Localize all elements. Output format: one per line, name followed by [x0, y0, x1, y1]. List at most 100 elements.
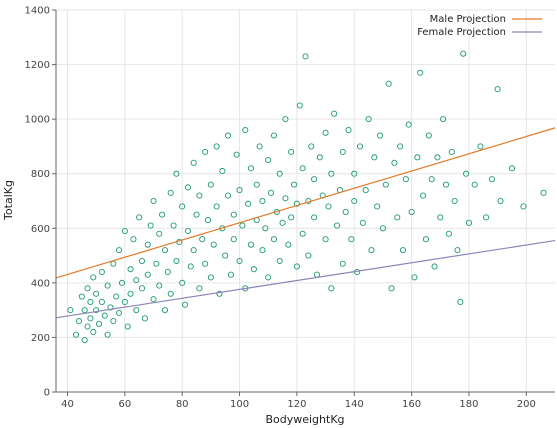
scatter-point [397, 143, 404, 150]
y-tick-label: 400 [31, 278, 50, 289]
scatter-point [293, 200, 300, 207]
legend-label-female: Female Projection [417, 27, 506, 38]
scatter-point [156, 282, 163, 289]
scatter-point [331, 110, 338, 117]
scatter-point [299, 165, 306, 172]
scatter-point [161, 247, 169, 254]
scatter-point [144, 241, 151, 248]
scatter-point [356, 143, 364, 150]
scatter-point [133, 307, 140, 314]
scatter-point [116, 247, 123, 254]
scatter-point [276, 257, 283, 265]
scatter-point [422, 236, 429, 243]
scatter-point [508, 165, 516, 172]
x-tick-label: 100 [230, 399, 249, 410]
scatter-point [213, 143, 220, 150]
scatter-point [196, 285, 203, 292]
scatter-point [196, 192, 203, 199]
y-tick-label: 200 [31, 333, 50, 344]
scatter-point [442, 181, 450, 188]
scatter-point [247, 241, 255, 248]
scatter-point [138, 257, 146, 265]
scatter-point [202, 260, 209, 267]
scatter-point [351, 197, 358, 205]
scatter-point [282, 116, 289, 123]
scatter-point [130, 236, 137, 243]
scatter-point [259, 197, 266, 205]
scatter-point [167, 290, 174, 297]
scatter-point [107, 304, 114, 311]
scatter-point [144, 271, 151, 278]
scatter-point [207, 181, 214, 188]
scatter-point [190, 247, 197, 254]
scatter-point [93, 307, 100, 314]
scatter-point [136, 214, 143, 221]
scatter-point [463, 170, 470, 177]
scatter-point [225, 132, 232, 139]
y-axis-title: TotalKg [2, 180, 15, 221]
scatter-point [230, 236, 237, 243]
scatter-point [262, 225, 269, 232]
scatter-point [110, 260, 117, 267]
scatter-point [379, 225, 386, 232]
scatter-point [308, 143, 315, 150]
scatter-point [153, 260, 160, 267]
scatter-point [167, 189, 174, 196]
scatter-point [322, 236, 329, 243]
legend: Male Projection Female Projection [417, 14, 542, 38]
scatter-point [124, 323, 131, 330]
scatter-point [104, 331, 111, 338]
scatter-point [184, 184, 191, 191]
scatter-point [431, 263, 438, 270]
scatter-point [465, 219, 473, 226]
scatter-point [488, 176, 495, 183]
scatter-point [497, 197, 504, 205]
scatter-point [164, 268, 171, 275]
projection-line-female [55, 239, 556, 319]
scatter-point [184, 227, 191, 235]
scatter-point [405, 121, 412, 128]
legend-label-male: Male Projection [430, 14, 506, 25]
scatter-point [173, 257, 180, 265]
scatter-point [173, 170, 180, 177]
scatter-point [402, 176, 409, 183]
scatter-point [81, 337, 88, 344]
scatter-point [101, 312, 108, 319]
scatter-point [365, 116, 372, 123]
scatter-point [265, 157, 272, 164]
y-tick-label: 800 [31, 169, 50, 180]
scatter-point [138, 285, 146, 292]
scatter-point [270, 132, 278, 139]
scatter-point [93, 290, 100, 297]
x-tick-label: 120 [287, 399, 306, 410]
scatter-point [362, 187, 369, 194]
scatter-point [67, 307, 74, 314]
x-tick-label: 60 [118, 399, 131, 410]
scatter-point [313, 271, 321, 278]
scatter-point [394, 214, 401, 221]
scatter-point [75, 318, 82, 325]
scatter-point [371, 154, 378, 161]
scatter-point [339, 148, 346, 155]
scatter-point [451, 197, 458, 205]
y-tick-label: 1400 [25, 6, 50, 17]
scatter-point [227, 271, 234, 278]
scatter-point [87, 315, 94, 322]
scatter-point [225, 192, 232, 199]
scatter-point [239, 222, 246, 229]
scatter-point [285, 241, 292, 248]
scatter-point [219, 167, 226, 175]
scatter-point [288, 214, 295, 221]
scatter-point [437, 214, 444, 221]
scatter-point [333, 222, 341, 229]
y-tick-label: 1200 [25, 60, 50, 71]
scatter-point [434, 154, 441, 161]
scatter-point [351, 170, 358, 177]
scatter-point [98, 298, 105, 306]
scatter-point [270, 236, 278, 243]
scatter-point [311, 214, 318, 221]
scatter-point [348, 236, 355, 243]
scatter-point [81, 307, 88, 314]
x-tick-label: 40 [61, 399, 74, 410]
scatter-point [448, 148, 455, 155]
